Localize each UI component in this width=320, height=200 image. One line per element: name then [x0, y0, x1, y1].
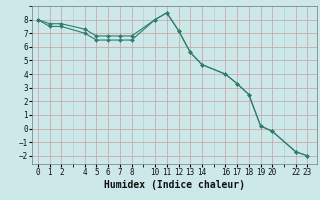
X-axis label: Humidex (Indice chaleur): Humidex (Indice chaleur) [104, 180, 245, 190]
